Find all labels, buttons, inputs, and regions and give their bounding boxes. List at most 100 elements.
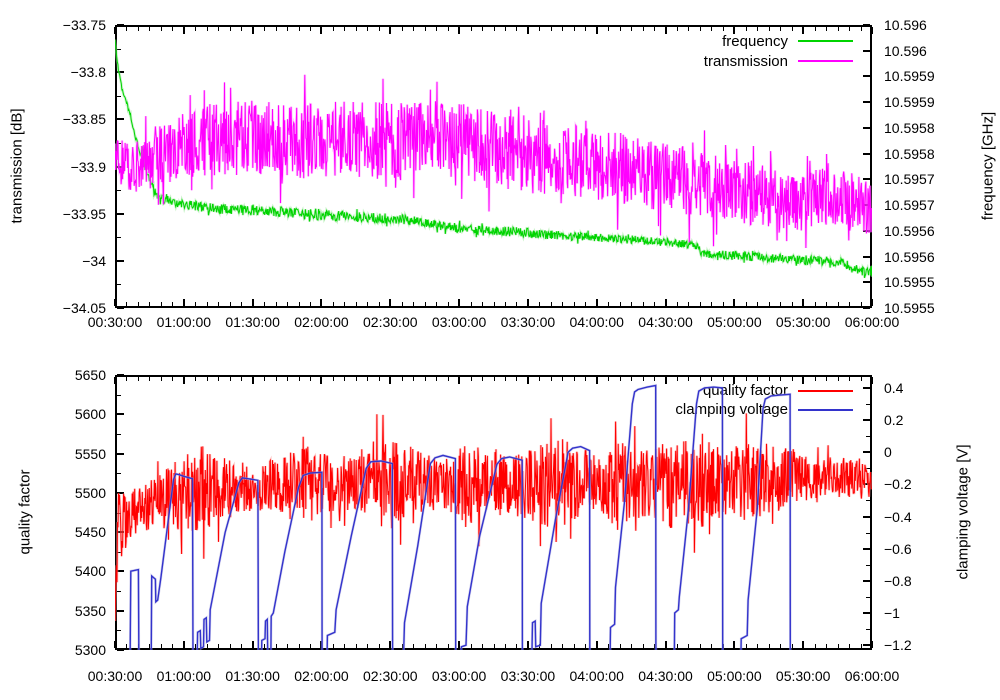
x-major-tick [526,299,529,306]
x-major-tick-mirror [595,27,598,34]
x-minor-tick [298,644,300,648]
x-minor-tick-mirror [849,377,851,381]
y-right-tick-label: 10.5958 [884,145,935,162]
x-major-tick-mirror [871,377,873,384]
x-minor-tick-mirror [699,377,701,381]
x-tick-label: 01:00:00 [156,668,212,684]
x-major-tick [251,641,254,648]
x-minor-tick [837,302,839,306]
x-minor-tick [608,302,610,306]
x-minor-tick-mirror [447,27,449,31]
x-minor-tick [780,302,782,306]
x-minor-tick [860,302,862,306]
x-minor-tick-mirror [631,27,633,31]
x-major-tick [664,641,667,648]
x-minor-tick [562,302,564,306]
x-minor-tick [401,644,403,648]
y-right-minor-tick [866,436,870,438]
x-minor-tick-mirror [493,27,495,31]
x-minor-tick [539,302,541,306]
x-minor-tick-mirror [631,377,633,381]
x-tick-label: 00:30:00 [87,314,143,330]
x-major-tick [389,299,392,306]
y-right-minor-tick [866,468,870,470]
y-left-minor-tick [117,394,121,396]
x-minor-tick [264,644,266,648]
y-right-tick-label: 0 [884,444,892,461]
x-minor-tick [344,644,346,648]
y-right-minor-tick [866,403,870,405]
x-minor-tick-mirror [332,27,334,31]
x-minor-tick-mirror [367,377,369,381]
y-right-major-tick [863,307,870,309]
x-minor-tick-mirror [287,27,289,31]
y-left-major-tick [117,491,124,494]
y-right-tick-label: −0.4 [884,508,912,525]
y-left-tick-label: 5650 [74,367,106,383]
x-minor-tick [447,302,449,306]
legend-line-sample-transmission [798,60,853,62]
x-minor-tick-mirror [367,27,369,31]
y-right-major-tick [863,255,870,258]
y-right-tick-label: 10.5957 [884,197,935,214]
x-minor-tick-mirror [608,377,610,381]
x-minor-tick [768,302,770,306]
x-minor-tick-mirror [482,27,484,31]
y-right-tick-label: 10.5955 [884,274,935,291]
y-right-minor-tick [866,500,870,502]
legend-entry-clamping-voltage: clamping voltage [675,400,853,419]
x-major-tick [595,299,598,306]
x-minor-tick-mirror [264,377,266,381]
legend-entry-frequency: frequency [704,31,853,51]
y-right-major-tick [863,483,870,486]
x-major-tick [320,299,323,306]
x-major-tick-mirror [664,377,667,384]
x-minor-tick-mirror [241,377,243,381]
y-right-tick-label: 10.5955 [884,300,935,316]
x-minor-tick [757,644,759,648]
x-major-tick-mirror [182,27,185,34]
x-minor-tick [470,644,472,648]
x-major-tick-mirror [114,27,116,34]
x-major-tick [871,299,873,306]
x-minor-tick-mirror [309,377,311,381]
x-minor-tick-mirror [550,27,552,31]
x-minor-tick-mirror [849,27,851,31]
x-minor-tick [860,644,862,648]
x-minor-tick [149,302,151,306]
x-minor-tick-mirror [137,27,139,31]
x-minor-tick-mirror [860,377,862,381]
y-left-tick-label: −34 [82,252,106,269]
x-minor-tick [711,644,713,648]
bottom-y-left-axis-title: quality factor [16,469,34,555]
y-right-tick-label: −1.2 [884,637,912,654]
x-major-tick-mirror [526,377,529,384]
x-minor-tick [550,644,552,648]
x-minor-tick [837,644,839,648]
y-right-tick-label: −1 [884,605,900,621]
x-tick-label: 01:30:00 [225,314,280,330]
x-tick-label: 04:00:00 [569,314,624,330]
x-minor-tick-mirror [160,377,162,381]
x-minor-tick-mirror [218,27,220,31]
x-major-tick [182,299,185,306]
x-minor-tick-mirror [413,377,415,381]
x-major-tick-mirror [320,27,323,34]
x-minor-tick [550,302,552,306]
x-minor-tick [160,302,162,306]
x-minor-tick-mirror [355,27,357,31]
legend-label-clamping-voltage: clamping voltage [675,401,788,418]
x-minor-tick-mirror [745,377,747,381]
x-minor-tick [619,644,621,648]
x-major-tick-mirror [526,27,529,34]
x-minor-tick [287,644,289,648]
x-minor-tick-mirror [504,377,506,381]
x-minor-tick [677,644,678,648]
x-minor-tick-mirror [722,377,724,381]
y-right-tick-label: 10.5959 [884,94,935,111]
x-minor-tick [241,302,243,306]
x-major-tick-mirror [114,377,116,384]
x-minor-tick-mirror [195,377,197,381]
x-minor-tick [631,644,633,648]
